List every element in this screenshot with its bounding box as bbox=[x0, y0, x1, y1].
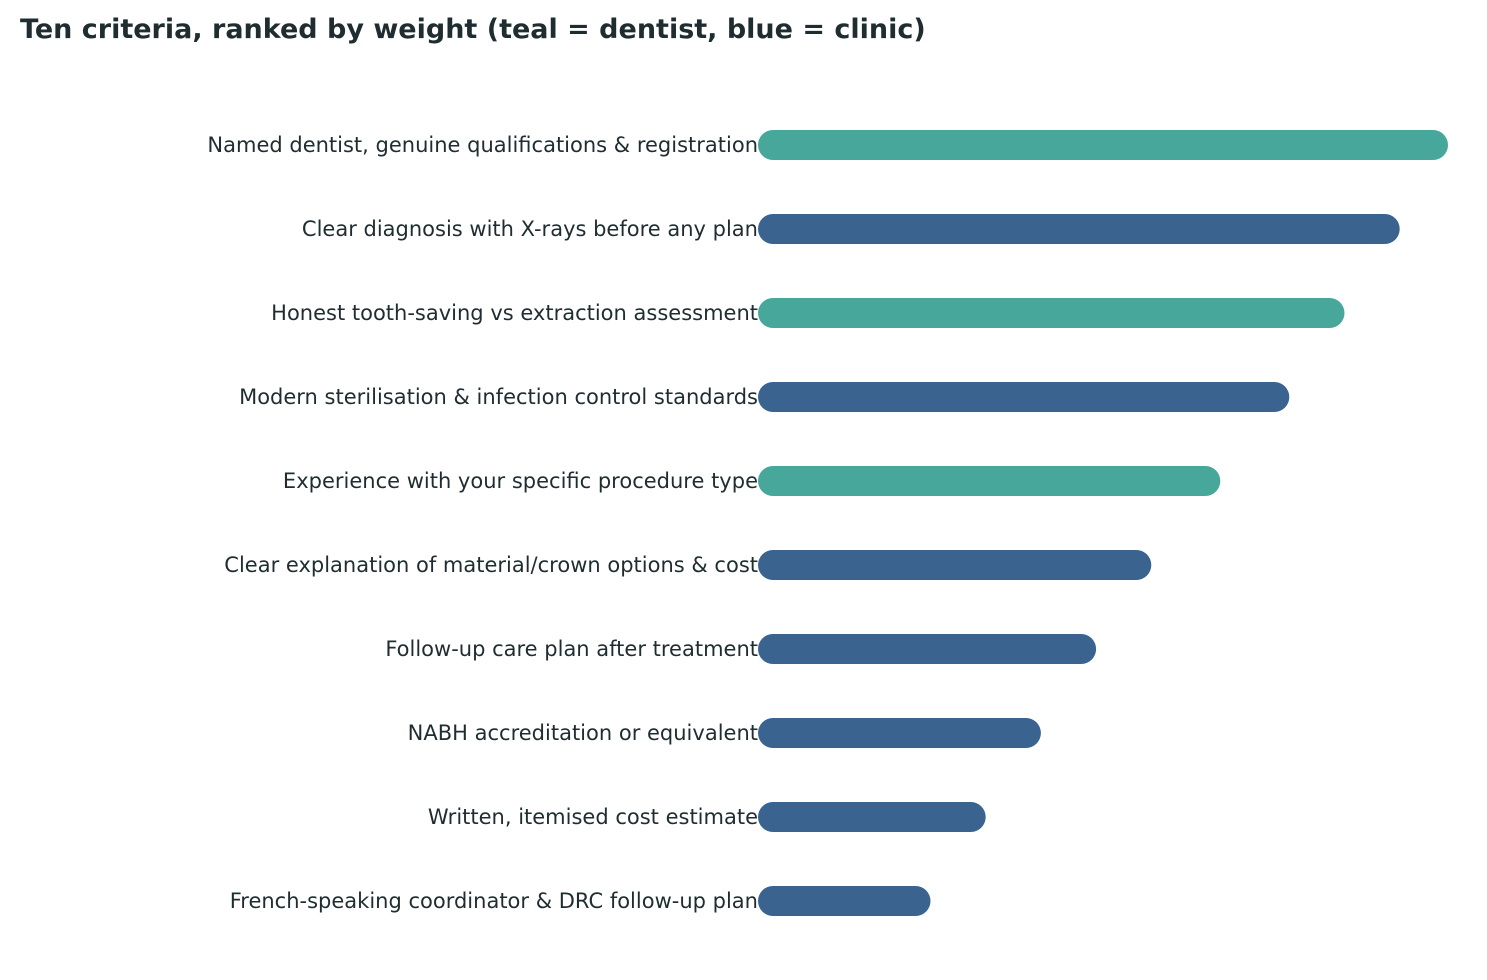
bar-10 bbox=[758, 886, 931, 916]
category-label-4: Modern sterilisation & infection control… bbox=[239, 385, 758, 409]
bar-4 bbox=[758, 382, 1290, 412]
category-label-7: Follow-up care plan after treatment bbox=[385, 637, 758, 661]
category-label-6: Clear explanation of material/crown opti… bbox=[224, 553, 758, 577]
bar-3 bbox=[758, 298, 1345, 328]
bar-6 bbox=[758, 550, 1152, 580]
bar-5 bbox=[758, 466, 1221, 496]
bars-group bbox=[758, 130, 1448, 916]
category-label-10: French-speaking coordinator & DRC follow… bbox=[230, 889, 758, 913]
category-label-2: Clear diagnosis with X-rays before any p… bbox=[302, 217, 758, 241]
bar-7 bbox=[758, 634, 1097, 664]
bar-1 bbox=[758, 130, 1448, 160]
bar-8 bbox=[758, 718, 1041, 748]
category-label-9: Written, itemised cost estimate bbox=[428, 805, 758, 829]
chart-title: Ten criteria, ranked by weight (teal = d… bbox=[20, 14, 926, 45]
category-label-1: Named dentist, genuine qualifications & … bbox=[207, 133, 758, 157]
bar-9 bbox=[758, 802, 986, 832]
category-labels: Named dentist, genuine qualifications & … bbox=[207, 133, 758, 913]
bar-2 bbox=[758, 214, 1400, 244]
category-label-8: NABH accreditation or equivalent bbox=[408, 721, 758, 745]
category-label-3: Honest tooth-saving vs extraction assess… bbox=[271, 301, 758, 325]
category-label-5: Experience with your specific procedure … bbox=[283, 469, 758, 493]
